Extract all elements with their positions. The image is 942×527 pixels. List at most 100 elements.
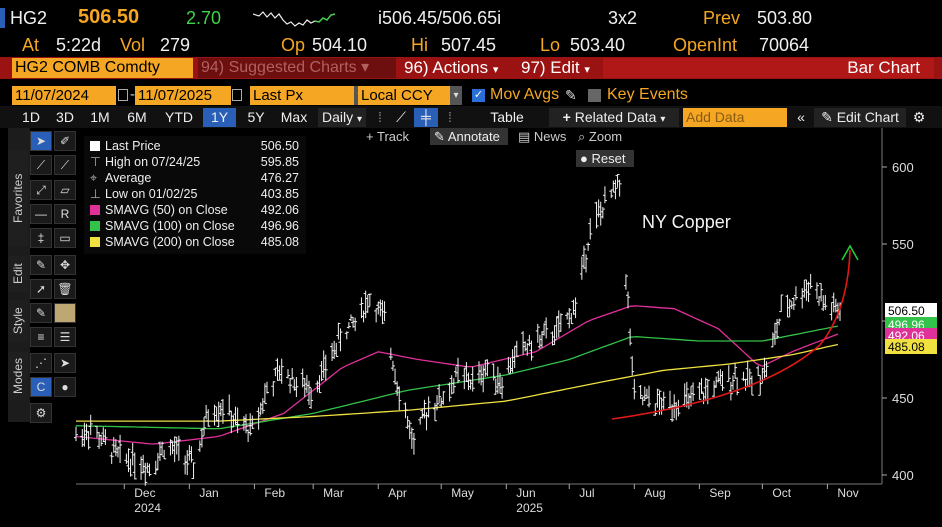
chevron-down-icon: ▾	[660, 114, 666, 125]
chevron-down-icon[interactable]: ▾	[450, 86, 462, 105]
period-3d[interactable]: 3D	[56, 109, 74, 125]
line-tool-icon[interactable]: ⟋	[30, 155, 52, 175]
security-field[interactable]: HG2 COMB Comdty	[12, 58, 193, 78]
high-marker-icon: ⊤	[90, 155, 101, 169]
period-5y[interactable]: 5Y	[247, 109, 265, 125]
period-1y[interactable]: 1Y	[203, 108, 236, 127]
add-data-input[interactable]: Add Data	[683, 108, 787, 127]
chart-annotation[interactable]: NY Copper	[642, 212, 731, 232]
vol-label: Vol	[120, 35, 146, 55]
period-max[interactable]: Max	[280, 109, 308, 125]
suggested-charts-menu[interactable]: 94) Suggested Charts ▾	[198, 58, 396, 78]
currency-select[interactable]: Local CCY	[358, 86, 450, 105]
pen-icon[interactable]: ✎	[30, 303, 52, 323]
collapse-icon[interactable]: «	[797, 109, 805, 125]
select-arrow-icon[interactable]: ➤	[30, 131, 52, 151]
trash-icon[interactable]: 🗑	[54, 279, 76, 299]
quote-header: HG2 506.50 2.70 i506.45/506.65i 3x2 Prev…	[0, 0, 942, 36]
related-data-button[interactable]: + Related Data ▾	[549, 108, 679, 127]
legend-value: 476.27	[260, 171, 299, 185]
color-swatch-icon[interactable]	[54, 303, 76, 323]
legend-swatch	[90, 237, 100, 247]
more-dots-icon[interactable]: ⁞	[448, 109, 452, 125]
ma-line-smavg-50-	[75, 305, 839, 445]
legend-smavg-200: SMAVG (200) on Close 485.08	[90, 234, 305, 250]
menu-bar: HG2 COMB Comdty 94) Suggested Charts ▾ 9…	[0, 57, 942, 79]
more-dots-icon[interactable]: ⁞	[378, 109, 382, 125]
chart-legend	[84, 136, 306, 254]
palette-icon[interactable]: ●	[54, 377, 76, 397]
key-events-label: Key Events	[607, 86, 688, 103]
actions-menu[interactable]: 96) Actions ▾	[400, 58, 512, 78]
volume: 279	[160, 35, 191, 55]
x-tick-label: Jul	[579, 486, 594, 500]
plus-icon: +	[562, 109, 571, 125]
x-tick-label: Feb	[264, 486, 285, 500]
gear-icon[interactable]: ⚙	[912, 109, 926, 125]
frequency-select[interactable]: Daily ▾	[318, 108, 366, 127]
x-tick-label: Nov	[837, 486, 858, 500]
dotted-line-icon[interactable]: ⋰	[30, 353, 52, 373]
legend-label: SMAVG (200) on Close	[105, 235, 235, 249]
edit-menu[interactable]: 97) Edit ▾	[517, 58, 599, 78]
mov-avgs-checkbox[interactable]: ✓	[472, 89, 485, 102]
news-label: News	[533, 129, 567, 144]
legend-value: 492.06	[260, 203, 299, 217]
x-tick-label: Apr	[388, 486, 407, 500]
price-field-select[interactable]: Last Px	[250, 86, 354, 105]
line-weight-icon[interactable]: ☰	[54, 327, 76, 347]
period-ytd[interactable]: YTD	[165, 109, 193, 125]
y-tick-label: 450	[892, 391, 914, 406]
legend-last-price: Last Price 506.50	[90, 138, 305, 154]
edit-chart-button[interactable]: ✎ Edit Chart	[814, 108, 906, 127]
reset-button[interactable]: ● Reset	[576, 150, 634, 167]
brush-icon[interactable]: ✎	[30, 255, 52, 275]
calendar-icon[interactable]	[232, 89, 242, 101]
low-label: Lo	[540, 35, 561, 55]
ray-tool-icon[interactable]: ⟋	[54, 155, 76, 175]
text-tool-icon[interactable]: R	[54, 204, 76, 224]
annotate-button[interactable]: ✎ Annotate	[430, 128, 508, 145]
start-date-field[interactable]: 11/07/2024	[12, 86, 116, 105]
eraser-icon[interactable]: ✐	[54, 131, 76, 151]
fib-tool-icon[interactable]: ‡	[30, 228, 52, 248]
x-tick-label: Mar	[323, 486, 344, 500]
end-date-field[interactable]: 11/07/2025	[135, 86, 231, 105]
y-tick-label: 400	[892, 468, 914, 483]
open-interest: 70064	[759, 35, 810, 55]
news-button[interactable]: ▤ News	[518, 128, 570, 145]
table-button[interactable]: Table	[490, 109, 524, 125]
line-chart-icon[interactable]: ⟋	[396, 109, 406, 125]
zoom-button[interactable]: ⌕ Zoom	[578, 128, 638, 145]
annotate-label: Annotate	[447, 129, 500, 144]
hline-tool-icon[interactable]: —	[30, 204, 52, 224]
rectangle-tool-icon[interactable]: ▭	[54, 228, 76, 248]
crosshair-mode-icon[interactable]: C	[30, 377, 52, 397]
settings-icon[interactable]: ⚙	[30, 403, 52, 423]
calendar-icon[interactable]	[118, 89, 128, 101]
pointer-icon[interactable]: ➤	[54, 353, 76, 373]
legend-label: Average	[105, 171, 152, 185]
period-1m[interactable]: 1M	[90, 109, 110, 125]
price-tag-label: 506.50	[888, 304, 925, 318]
price-tag-label: 485.08	[888, 340, 925, 354]
line-style-icon[interactable]: ≡	[30, 327, 52, 347]
legend-swatch	[90, 141, 100, 151]
edit-label: 97) Edit	[521, 58, 580, 77]
move-icon[interactable]: ✥	[54, 255, 76, 275]
bar-chart-icon[interactable]: ╪	[414, 108, 438, 127]
year-label: 2025	[516, 501, 543, 515]
legend-high: ⊤ High on 07/24/25 595.85	[90, 154, 305, 170]
pencil-icon[interactable]: ✎	[565, 87, 577, 103]
trend-tool-icon[interactable]: ⤢	[30, 180, 52, 200]
period-1d[interactable]: 1D	[22, 109, 40, 125]
ticker-marker	[0, 8, 5, 28]
legend-low: ⊥ Low on 01/02/25 403.85	[90, 186, 305, 202]
pointer-plus-icon[interactable]: ➚	[30, 279, 52, 299]
period-6m[interactable]: 6M	[127, 109, 147, 125]
channel-tool-icon[interactable]: ▱	[54, 180, 76, 200]
key-events-checkbox[interactable]	[588, 89, 601, 102]
track-button[interactable]: + Track	[366, 128, 428, 145]
legend-label: SMAVG (50) on Close	[105, 203, 228, 217]
